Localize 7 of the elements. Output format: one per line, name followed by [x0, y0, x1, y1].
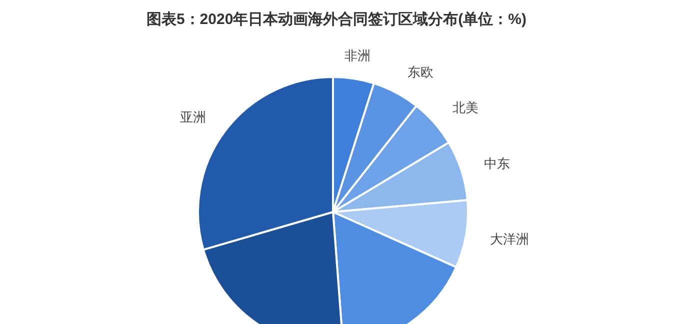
- slice-label: 中东: [484, 156, 510, 171]
- slice-label: 东欧: [407, 64, 434, 80]
- chart-title: 图表5：2020年日本动画海外合同签订区域分布(单位：%): [146, 11, 527, 28]
- slice-label: 非洲: [344, 48, 370, 63]
- slice-label: 亚洲: [180, 110, 206, 125]
- slice-label: 北美: [452, 100, 478, 115]
- slice-label: 大洋洲: [490, 231, 529, 246]
